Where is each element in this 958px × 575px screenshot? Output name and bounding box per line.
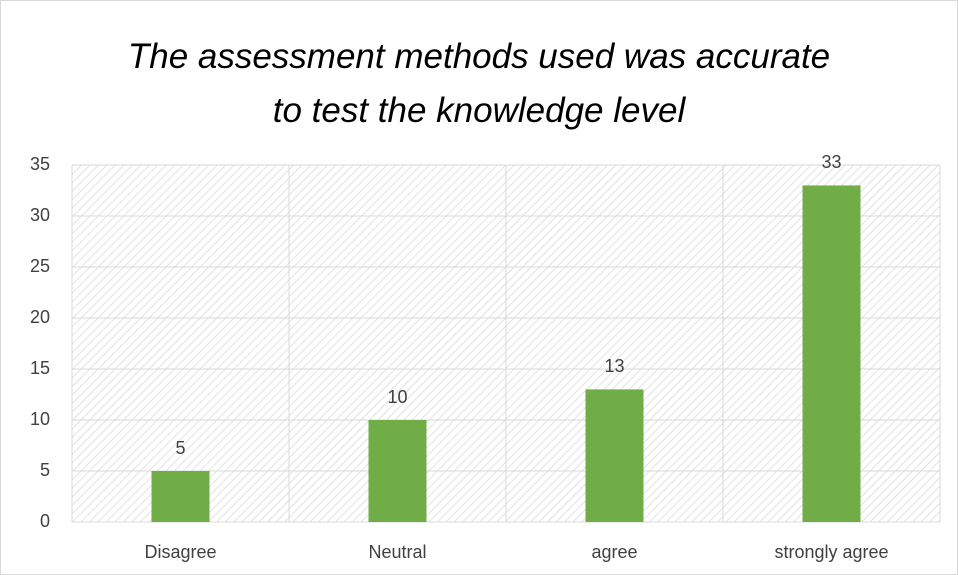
data-label: 13 — [604, 356, 624, 376]
data-label: 10 — [387, 387, 407, 407]
data-label: 5 — [175, 438, 185, 458]
bar — [802, 185, 861, 522]
y-tick-label: 35 — [30, 154, 50, 174]
bar — [585, 389, 644, 522]
x-tick-label: Neutral — [368, 542, 426, 562]
y-tick-label: 30 — [30, 205, 50, 225]
y-tick-label: 10 — [30, 409, 50, 429]
data-label: 33 — [821, 152, 841, 172]
bar — [151, 471, 210, 522]
chart-title: The assessment methods used was accurate… — [127, 37, 831, 130]
x-tick-label: strongly agree — [774, 542, 888, 562]
y-tick-label: 20 — [30, 307, 50, 327]
x-tick-label: agree — [591, 542, 637, 562]
y-tick-label: 15 — [30, 358, 50, 378]
y-tick-label: 25 — [30, 256, 50, 276]
y-tick-label: 5 — [40, 460, 50, 480]
y-tick-label: 0 — [40, 511, 50, 531]
x-tick-label: Disagree — [144, 542, 216, 562]
bar — [368, 420, 427, 522]
